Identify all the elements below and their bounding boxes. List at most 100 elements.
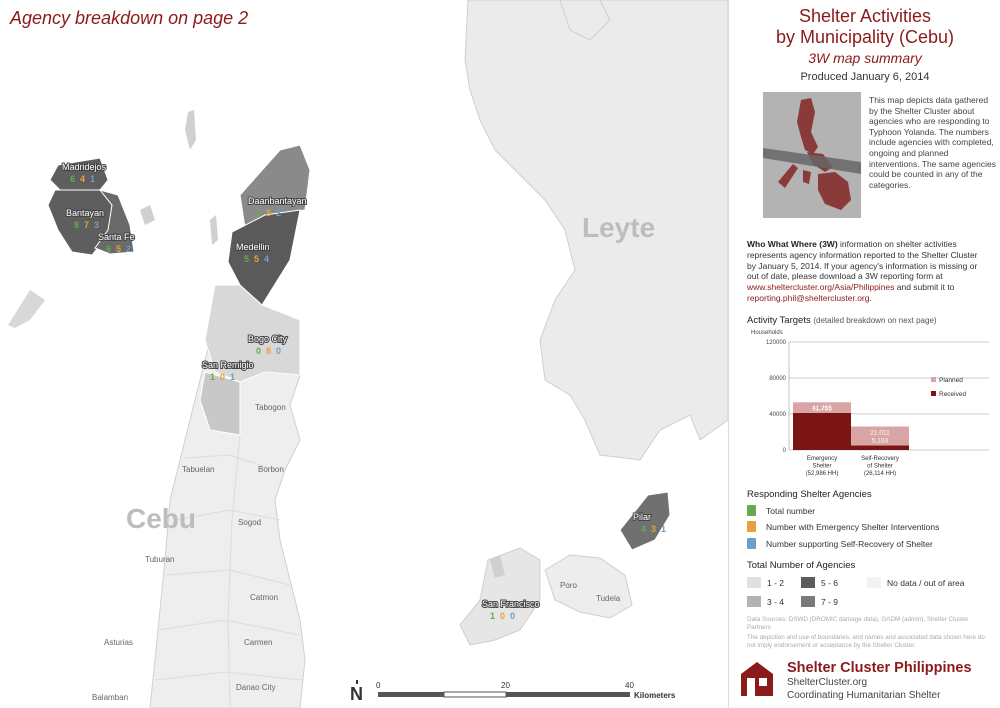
threew-end: . <box>869 292 872 303</box>
category-label: Shelter <box>812 464 831 470</box>
municipality-san-remigio: San Remigio 1 0 1 <box>201 359 255 382</box>
threew-url-link[interactable]: www.sheltercluster.org/Asia/Philippines <box>747 282 895 293</box>
agency-breakdown-note: Agency breakdown on page 2 <box>10 8 249 28</box>
activity-note: (detailed breakdown on next page) <box>813 316 937 325</box>
municipality-name: San Remigio <box>202 360 254 370</box>
leyte-label: Leyte <box>582 212 655 243</box>
chart-ytick: 120000 <box>766 340 787 346</box>
place-danao-city: Danao City <box>236 683 276 692</box>
responding-agencies-heading: Responding Shelter Agencies <box>747 489 872 500</box>
legend-panel: Shelter Activities by Municipality (Cebu… <box>728 0 1000 708</box>
data-label-planned: 21,011 <box>870 429 890 436</box>
leyte-landmass <box>464 0 729 461</box>
municipality-count: 0 <box>256 346 261 356</box>
municipality-name: Madridejos <box>62 162 107 172</box>
total-number-icon <box>747 505 756 516</box>
bar-planned <box>793 402 851 413</box>
data-label-received: 5,103 <box>872 437 889 444</box>
category-label: Emergency <box>807 456 837 462</box>
total-agencies-heading: Total Number of Agencies <box>747 560 856 571</box>
place-labels: Tabogon Tabuelan Borbon Sogod Tuburan Catmon C… <box>92 403 621 702</box>
municipality-count: 7 <box>84 220 89 230</box>
municipality-count: 6 <box>106 244 111 254</box>
place-borbon: Borbon <box>258 465 284 474</box>
municipality-count: 6 <box>256 208 261 218</box>
municipality-count: 1 <box>90 174 95 184</box>
north-arrow-icon: N <box>348 678 366 707</box>
activity-title: Activity Targets <box>747 315 811 326</box>
municipality-count: 4 <box>264 254 269 264</box>
municipality-name: Santa Fe <box>98 232 135 242</box>
brand-url[interactable]: ShelterCluster.org <box>787 677 868 688</box>
panel-subtitle: 3W map summary <box>808 50 922 66</box>
map-description: This map depicts data gathered by the Sh… <box>869 95 996 190</box>
municipality-count: 3 <box>94 220 99 230</box>
threew-email-link[interactable]: reporting.phil@sheltercluster.org <box>747 292 870 303</box>
bar-planned <box>851 426 909 446</box>
north-label: N <box>350 684 363 702</box>
municipality-name: Bantayan <box>66 208 104 218</box>
place-tudela: Tudela <box>596 594 621 603</box>
municipality-count: 0 <box>220 372 225 382</box>
category-label: (52,986 HH) <box>806 471 839 477</box>
title-line-2: by Municipality (Cebu) <box>775 27 955 47</box>
place-tabuelan: Tabuelan <box>182 465 214 474</box>
chart-legend-swatch <box>931 391 936 396</box>
chart-ytick: 0 <box>783 448 787 454</box>
place-tuburan: Tuburan <box>145 555 175 564</box>
philippines-inset-map <box>763 92 861 218</box>
municipality-count: 5 <box>254 254 259 264</box>
emergency-shelter-icon <box>747 521 756 532</box>
municipality-bogo-city: Bogo City 0 8 0 <box>247 333 289 356</box>
municipality-count: 1 <box>230 372 235 382</box>
municipality-name: Daanbantayan <box>248 196 307 206</box>
data-sources: Data Sources: DSWD (DROMIC damage data),… <box>747 616 969 631</box>
municipality-count: 0 <box>500 611 505 621</box>
municipality-count: 1 <box>490 611 495 621</box>
class-label-7-9: 7 - 9 <box>821 597 839 607</box>
municipality-madridejos: Madridejos 6 4 1 <box>61 161 108 184</box>
municipality-count: 0 <box>276 346 281 356</box>
scale-tick-0: 0 <box>376 681 381 690</box>
disclaimer: The depiction and use of boundaries, and… <box>747 634 985 649</box>
municipality-count: 2 <box>126 244 131 254</box>
brand-name: Shelter Cluster Philippines <box>787 660 972 676</box>
produced-date: Produced January 6, 2014 <box>800 71 930 83</box>
municipality-count: 4 <box>641 524 646 534</box>
municipality-count: 5 <box>266 208 271 218</box>
municipality-count: 6 <box>70 174 75 184</box>
cebu-label: Cebu <box>126 503 196 534</box>
municipality-bantayan: Bantayan 8 7 3 <box>65 207 105 230</box>
map-area: Leyte Cebu Madridejos 6 4 1 Bantayan 8 7 3 Santa… <box>8 0 729 708</box>
legend-self-recovery-label: Number supporting Self-Recovery of Shelt… <box>766 538 933 549</box>
chart-legend-swatch <box>931 377 936 382</box>
class-swatch-1-2 <box>747 577 761 588</box>
municipality-pilar: Pilar 4 3 1 <box>632 511 666 534</box>
municipality-count: 1 <box>661 524 666 534</box>
class-label-no-data: No data / out of area <box>887 578 965 588</box>
municipality-count: 5 <box>116 244 121 254</box>
place-poro: Poro <box>560 581 577 590</box>
chart-legend-label: Received <box>939 391 966 398</box>
place-catmon: Catmon <box>250 593 278 602</box>
data-label-received: 41,235 <box>812 405 832 412</box>
municipality-count: 0 <box>510 611 515 621</box>
self-recovery-icon <box>747 538 756 549</box>
chart-legend-label: Planned <box>939 377 963 384</box>
municipality-count: 2 <box>276 208 281 218</box>
municipality-name: Bogo City <box>248 334 288 344</box>
panel-title: Shelter Activities by Municipality (Cebu… <box>729 6 1000 48</box>
class-swatch-3-4 <box>747 596 761 607</box>
threew-bold: Who What Where (3W) <box>747 239 838 249</box>
bar-received <box>793 412 851 450</box>
bar-received <box>851 445 909 450</box>
class-label-1-2: 1 - 2 <box>767 578 785 588</box>
municipality-count: 1 <box>210 372 215 382</box>
place-asturias: Asturias <box>104 638 133 647</box>
shelter-cluster-logo-icon <box>739 660 775 698</box>
municipality-count: 4 <box>80 174 85 184</box>
scale-unit: Kilometers <box>634 691 676 700</box>
